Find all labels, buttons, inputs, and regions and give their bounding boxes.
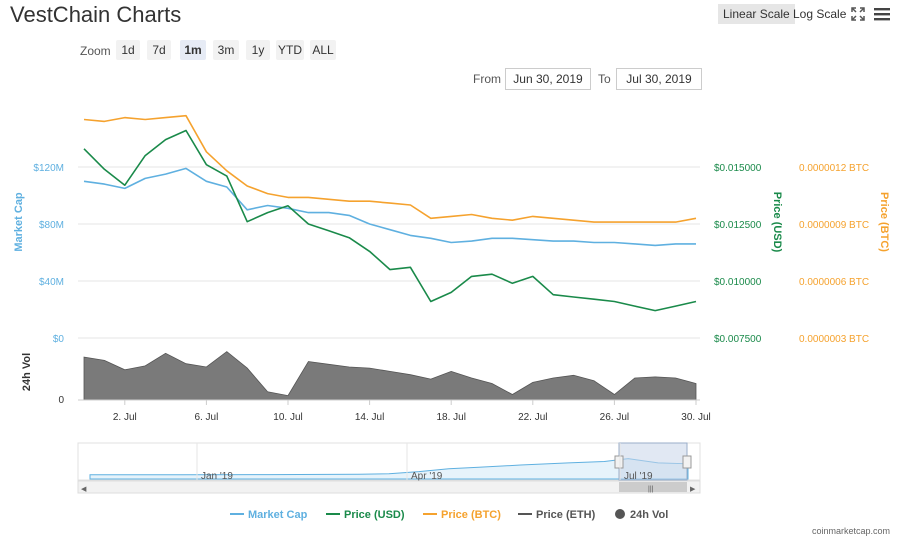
market-cap-axis-title: Market Cap [13,192,25,252]
price-btc-tick-label: 0.0000012 BTC [799,163,869,174]
price-usd-tick-label: $0.012500 [714,220,762,231]
price-btc-axis-title: Price (BTC) [878,192,890,252]
price-btc-tick-label: 0.0000003 BTC [799,334,869,345]
volume-area [83,351,697,401]
navigator-tick-label: Jul '19 [624,471,653,482]
price-usd-tick-label: $0.007500 [714,334,762,345]
zoom-label: Zoom [80,44,111,58]
x-tick-label: 18. Jul [436,412,465,423]
navigator-selection [618,442,688,481]
price-usd-axis-title: Price (USD) [771,192,783,253]
x-tick-label: 6. Jul [194,412,218,423]
zoom-1m-button[interactable]: 1m [180,40,206,60]
volume-axis-title: 24h Vol [21,353,33,391]
zoom-1d-button[interactable]: 1d [116,40,140,60]
x-tick-label: 22. Jul [518,412,547,423]
fullscreen-icon[interactable] [851,7,865,21]
navigator-handle [614,455,624,469]
navigator-scrollbar [77,480,701,494]
scroll-grip-icon: ||| [648,486,654,493]
legend-price-usd-label: Price (USD) [344,509,405,521]
price-btc-tick-label: 0.0000009 BTC [799,220,869,231]
market-cap-tick-label: $80M [39,220,64,231]
zoom-1y-button[interactable]: 1y [246,40,270,60]
legend-price-btc-label: Price (BTC) [441,509,501,521]
x-tick-label: 26. Jul [600,412,629,423]
price-btc-tick-label: 0.0000006 BTC [799,277,869,288]
navigator-handle [682,455,692,469]
scroll-right-icon: ▶ [690,486,696,493]
scroll-left-icon: ◀ [81,486,87,493]
legend-volume-symbol [615,509,625,519]
to-label: To [598,72,611,86]
x-tick-label: 2. Jul [113,412,137,423]
credit-text: coinmarketcap.com [811,526,890,536]
navigator-tick-label: Jan '19 [201,471,233,482]
zoom-7d-button[interactable]: 7d [147,40,171,60]
to-date-input[interactable]: Jul 30, 2019 [616,68,702,90]
market-cap-line [83,167,696,247]
x-tick-label: 10. Jul [273,412,302,423]
legend-market-cap-label: Market Cap [248,509,308,521]
legend-price-eth-label: Price (ETH) [536,509,596,521]
x-tick-label: 14. Jul [355,412,384,423]
navigator-frame [77,442,701,481]
navigator-series [89,458,689,480]
market-cap-tick-label: $120M [33,163,64,174]
from-date-input[interactable]: Jun 30, 2019 [505,68,591,90]
linear-scale-button[interactable]: Linear Scale [718,4,795,24]
price-usd-tick-label: $0.015000 [714,163,762,174]
market-cap-tick-label: $40M [39,277,64,288]
price-btc-line [83,114,697,223]
zoom-ytd-button[interactable]: YTD [276,40,304,60]
legend-volume-label: 24h Vol [630,509,668,521]
price-usd-tick-label: $0.010000 [714,277,762,288]
from-label: From [473,72,501,86]
price-usd-line [83,129,697,312]
navigator-scrollbar-thumb [619,482,687,492]
hamburger-menu-icon[interactable] [874,7,890,21]
page-title: VestChain Charts [10,2,182,27]
x-tick-label: 30. Jul [681,412,710,423]
log-scale-button[interactable]: Log Scale [793,7,847,21]
zoom-all-button[interactable]: ALL [310,40,336,60]
market-cap-tick-label: $0 [53,334,65,345]
zoom-3m-button[interactable]: 3m [213,40,239,60]
navigator-tick-label: Apr '19 [411,471,443,482]
volume-tick-label: 0 [58,395,64,406]
